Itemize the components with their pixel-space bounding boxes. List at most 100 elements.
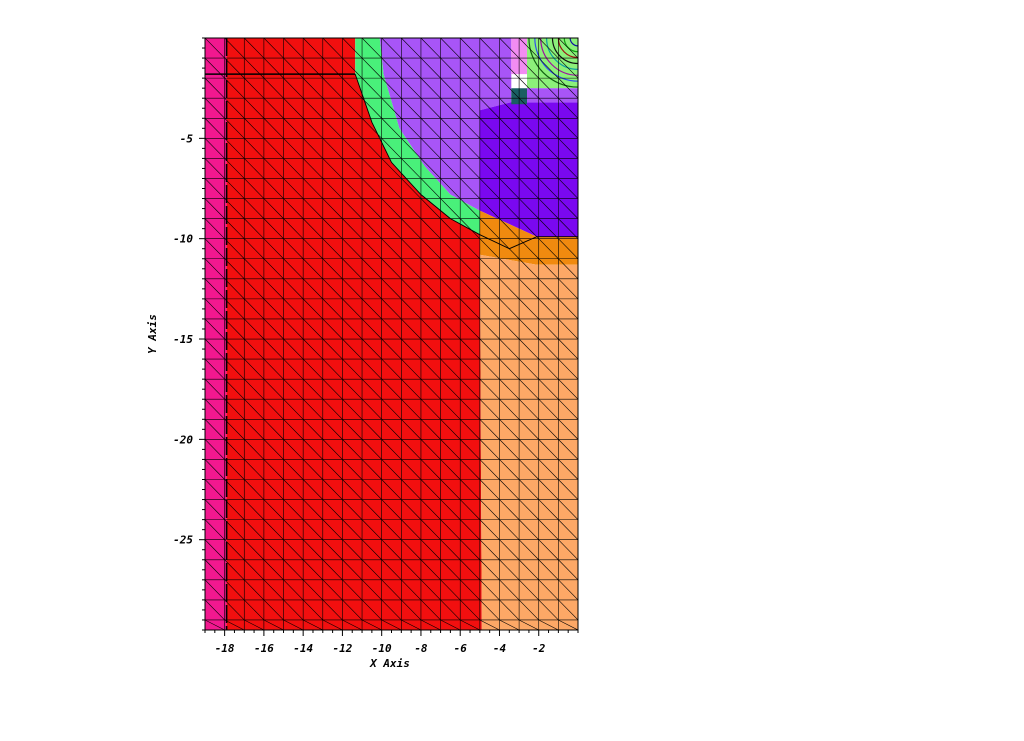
grid-diag-302: [401, 77, 422, 99]
mesh-regions: [205, 38, 578, 630]
grid-diag-8: [205, 198, 225, 219]
grid-diag-538: [538, 599, 559, 621]
grid-diag-224: [342, 318, 363, 340]
grid-diag-239: [342, 619, 363, 630]
grid-diag-48: [224, 399, 245, 420]
grid-diag-16: [205, 358, 225, 380]
grid-diag-395: [459, 138, 481, 159]
grid-diag-529: [538, 419, 559, 440]
grid-diag-396: [459, 158, 481, 179]
grid-diag-451: [499, 57, 520, 79]
grid-diag-37: [224, 178, 245, 199]
grid-diag-142: [283, 479, 304, 500]
grid-diag-74: [244, 318, 265, 340]
grid-diag-516: [538, 158, 559, 179]
grid-diag-437: [479, 378, 500, 400]
grid-diag-293: [381, 499, 402, 520]
grid-diag-548: [558, 198, 578, 219]
grid-diag-381: [440, 459, 461, 480]
grid-diag-420: [479, 38, 500, 59]
grid-diag-157: [302, 178, 324, 199]
grid-diag-488: [518, 198, 539, 219]
grid-diag-81: [244, 459, 265, 480]
y-tick-label: -20: [173, 433, 193, 446]
grid-diag-522: [538, 278, 559, 300]
grid-diag-285: [381, 338, 402, 360]
grid-diag-404: [459, 318, 481, 340]
grid-diag-351: [420, 459, 441, 480]
grid-diag-118: [263, 599, 284, 621]
grid-diag-565: [558, 539, 578, 560]
grid-diag-328: [401, 599, 422, 621]
grid-diag-175: [302, 539, 324, 560]
grid-diag-545: [558, 138, 578, 159]
grid-diag-365: [440, 138, 461, 159]
grid-diag-418: [459, 599, 481, 621]
grid-diag-64: [244, 118, 265, 139]
grid-diag-343: [420, 298, 441, 320]
grid-diag-296: [381, 559, 402, 581]
grid-diag-275: [381, 138, 402, 159]
grid-diag-163: [302, 298, 324, 320]
grid-diag-255: [361, 338, 382, 360]
grid-diag-245: [361, 138, 382, 159]
grid-diag-542: [558, 77, 578, 99]
grid-diag-369: [440, 218, 461, 239]
grid-diag-276: [381, 158, 402, 179]
grid-diag-531: [538, 459, 559, 480]
grid-diag-335: [420, 138, 441, 159]
grid-diag-398: [459, 198, 481, 219]
grid-diag-46: [224, 358, 245, 380]
mesh-grid: [205, 38, 578, 630]
grid-diag-544: [558, 118, 578, 139]
grid-diag-489: [518, 218, 539, 239]
grid-diag-232: [342, 479, 363, 500]
grid-diag-506: [518, 559, 539, 581]
grid-diag-393: [459, 97, 481, 119]
grid-diag-536: [538, 559, 559, 581]
grid-diag-303: [401, 97, 422, 119]
grid-diag-10: [205, 238, 225, 259]
grid-diag-42: [224, 278, 245, 300]
grid-diag-501: [518, 459, 539, 480]
grid-diag-320: [401, 439, 422, 460]
grid-diag-352: [420, 479, 441, 500]
grid-diag-405: [459, 338, 481, 360]
grid-diag-559: [558, 419, 578, 440]
grid-diag-413: [459, 499, 481, 520]
grid-diag-0: [205, 38, 225, 59]
grid-diag-392: [459, 77, 481, 99]
grid-diag-55: [224, 539, 245, 560]
grid-diag-52: [224, 479, 245, 500]
grid-diag-313: [401, 298, 422, 320]
grid-diag-236: [342, 559, 363, 581]
grid-diag-511: [538, 57, 559, 79]
grid-diag-472: [499, 479, 520, 500]
grid-diag-127: [283, 178, 304, 199]
grid-diag-566: [558, 559, 578, 581]
grid-diag-279: [381, 218, 402, 239]
grid-diag-109: [263, 419, 284, 440]
grid-diag-217: [342, 178, 363, 199]
grid-diag-464: [499, 318, 520, 340]
grid-diag-399: [459, 218, 481, 239]
region-corner-green: [527, 38, 578, 89]
grid-diag-422: [479, 77, 500, 99]
region-core-zone: [479, 102, 578, 237]
grid-diag-120: [283, 38, 304, 59]
grid-diag-312: [401, 278, 422, 300]
grid-diag-287: [381, 378, 402, 400]
grid-diag-540: [558, 38, 578, 59]
grid-diag-280: [381, 238, 402, 259]
grid-diag-481: [518, 57, 539, 79]
grid-diag-341: [420, 258, 441, 280]
x-tick-label: -4: [493, 642, 507, 655]
interface-curve: [354, 73, 578, 250]
grid-diag-282: [381, 278, 402, 300]
grid-diag-292: [381, 479, 402, 500]
grid-diag-76: [244, 358, 265, 380]
grid-diag-145: [283, 539, 304, 560]
grid-diag-146: [283, 559, 304, 581]
grid-diag-34: [224, 118, 245, 139]
grid-diag-394: [459, 118, 481, 139]
